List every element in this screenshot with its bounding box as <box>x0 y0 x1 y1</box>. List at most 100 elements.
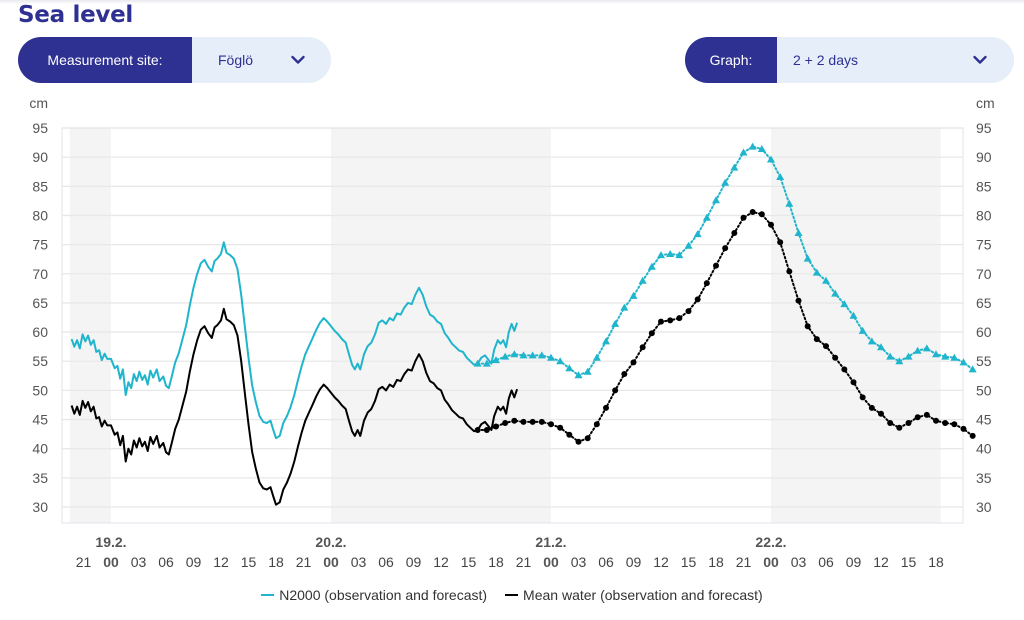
mean-water-forecast-point <box>768 221 774 228</box>
x-hour-label: 15 <box>461 554 477 570</box>
mean-water-forecast-point <box>557 424 564 431</box>
x-hour-label: 15 <box>901 554 917 570</box>
mean-water-forecast-point <box>493 423 499 430</box>
n2000-forecast-point <box>867 337 876 345</box>
y-tick-label-left: 40 <box>32 441 48 457</box>
mean-water-forecast-point <box>511 417 518 424</box>
x-hour-label: 09 <box>626 554 642 570</box>
n2000-forecast-point <box>583 367 592 375</box>
y-tick-label-right: 40 <box>976 441 992 457</box>
x-hour-label: 03 <box>571 554 587 570</box>
mean-water-forecast-point <box>850 379 857 386</box>
mean-water-forecast-point <box>832 354 839 361</box>
y-tick-label-right: 60 <box>976 324 992 340</box>
mean-water-forecast-point <box>887 420 894 427</box>
y-tick-label-left: 50 <box>32 382 48 398</box>
mean-water-forecast-point <box>658 318 664 325</box>
x-hour-label: 21 <box>736 554 752 570</box>
y-tick-label-left: 85 <box>32 178 48 194</box>
legend-item-n2000[interactable]: N2000 (observation and forecast) <box>261 587 487 603</box>
x-hour-label: 21 <box>296 554 312 570</box>
n2000-forecast-point <box>638 276 647 284</box>
n2000-forecast-point <box>886 352 895 360</box>
x-hour-label: 06 <box>158 554 174 570</box>
y-tick-label-right: 30 <box>976 499 992 515</box>
n2000-forecast-point <box>785 199 794 207</box>
top-shadow <box>0 0 1024 4</box>
n2000-forecast-point <box>556 357 565 365</box>
mean-water-forecast-point <box>703 280 710 287</box>
x-hour-label: 12 <box>653 554 669 570</box>
legend-item-mean-water[interactable]: Mean water (observation and forecast) <box>505 587 763 603</box>
n2000-forecast-point <box>767 155 775 163</box>
y-tick-label-left: 65 <box>32 295 48 311</box>
x-date-label: 22.2. <box>755 534 786 550</box>
mean-water-forecast-point <box>823 343 829 350</box>
y-tick-label-left: 90 <box>32 149 48 165</box>
graph-value[interactable]: 2 + 2 days <box>793 52 858 68</box>
chevron-down-icon[interactable] <box>290 52 306 68</box>
x-hour-label: 03 <box>131 554 147 570</box>
x-hour-label: 06 <box>598 554 614 570</box>
legend-label-mean-water: Mean water (observation and forecast) <box>523 587 763 603</box>
x-hour-label: 09 <box>846 554 862 570</box>
y-tick-label-right: 35 <box>976 470 992 486</box>
y-tick-label-right: 75 <box>976 237 992 253</box>
x-hour-label: 00 <box>323 554 339 570</box>
y-tick-label-left: 95 <box>32 120 48 136</box>
n2000-forecast-point <box>547 353 555 361</box>
chevron-down-icon[interactable] <box>972 52 988 68</box>
x-hour-label: 12 <box>213 554 229 570</box>
mean-water-forecast-point <box>630 359 637 366</box>
measurement-site-select[interactable]: Measurement site: Föglö <box>18 37 331 83</box>
n2000-forecast-point <box>831 289 840 297</box>
x-hour-label: 15 <box>681 554 697 570</box>
x-hour-label: 00 <box>103 554 119 570</box>
n2000-forecast-point <box>922 344 931 352</box>
y-axis-unit-left: cm <box>29 95 48 111</box>
n2000-forecast-point <box>721 178 730 186</box>
mean-water-forecast-point <box>878 410 884 417</box>
mean-water-forecast-point <box>566 431 573 438</box>
y-tick-label-right: 45 <box>976 412 992 428</box>
n2000-forecast-point <box>877 343 885 351</box>
n2000-forecast-point <box>812 268 821 276</box>
mean-water-forecast-point <box>584 435 591 442</box>
n2000-forecast-point <box>537 351 546 359</box>
n2000-forecast-point <box>565 364 574 372</box>
mean-water-forecast-point <box>722 245 729 252</box>
mean-water-forecast-point <box>538 418 545 425</box>
mean-water-forecast-point <box>777 239 784 246</box>
legend-swatch-mean-water <box>505 594 519 596</box>
measurement-site-value[interactable]: Föglö <box>218 52 254 68</box>
mean-water-forecast-point <box>749 208 756 215</box>
y-tick-label-right: 55 <box>976 353 992 369</box>
n2000-forecast-point <box>602 337 610 345</box>
mean-water-forecast-point <box>804 323 811 330</box>
mean-water-forecast-point <box>731 229 738 236</box>
graph-range-select[interactable]: Graph: 2 + 2 days <box>685 37 1014 83</box>
n2000-forecast-point <box>748 142 757 150</box>
x-hour-label: 18 <box>488 554 504 570</box>
n2000-forecast-point <box>858 326 867 334</box>
n2000-forecast-point <box>482 359 491 367</box>
n2000-forecast-point <box>611 319 620 327</box>
n2000-forecast-point <box>739 148 748 156</box>
legend-label-n2000: N2000 (observation and forecast) <box>279 587 488 603</box>
mean-water-forecast-point <box>676 315 683 322</box>
x-hour-label: 00 <box>763 554 779 570</box>
x-hour-label: 03 <box>351 554 367 570</box>
n2000-forecast-point <box>620 303 629 311</box>
mean-water-forecast-point <box>621 371 628 378</box>
n2000-forecast-point <box>574 371 583 379</box>
mean-water-observation-line <box>70 307 519 506</box>
n2000-forecast-point <box>794 228 803 236</box>
n2000-forecast-point <box>657 251 665 259</box>
y-tick-label-left: 35 <box>32 470 48 486</box>
x-hour-label: 09 <box>406 554 422 570</box>
mean-water-forecast-point <box>685 308 692 315</box>
n2000-forecast-point <box>913 346 922 354</box>
mean-water-forecast-point <box>758 211 765 218</box>
x-hour-label: 18 <box>708 554 724 570</box>
shaded-day-band <box>771 128 941 523</box>
